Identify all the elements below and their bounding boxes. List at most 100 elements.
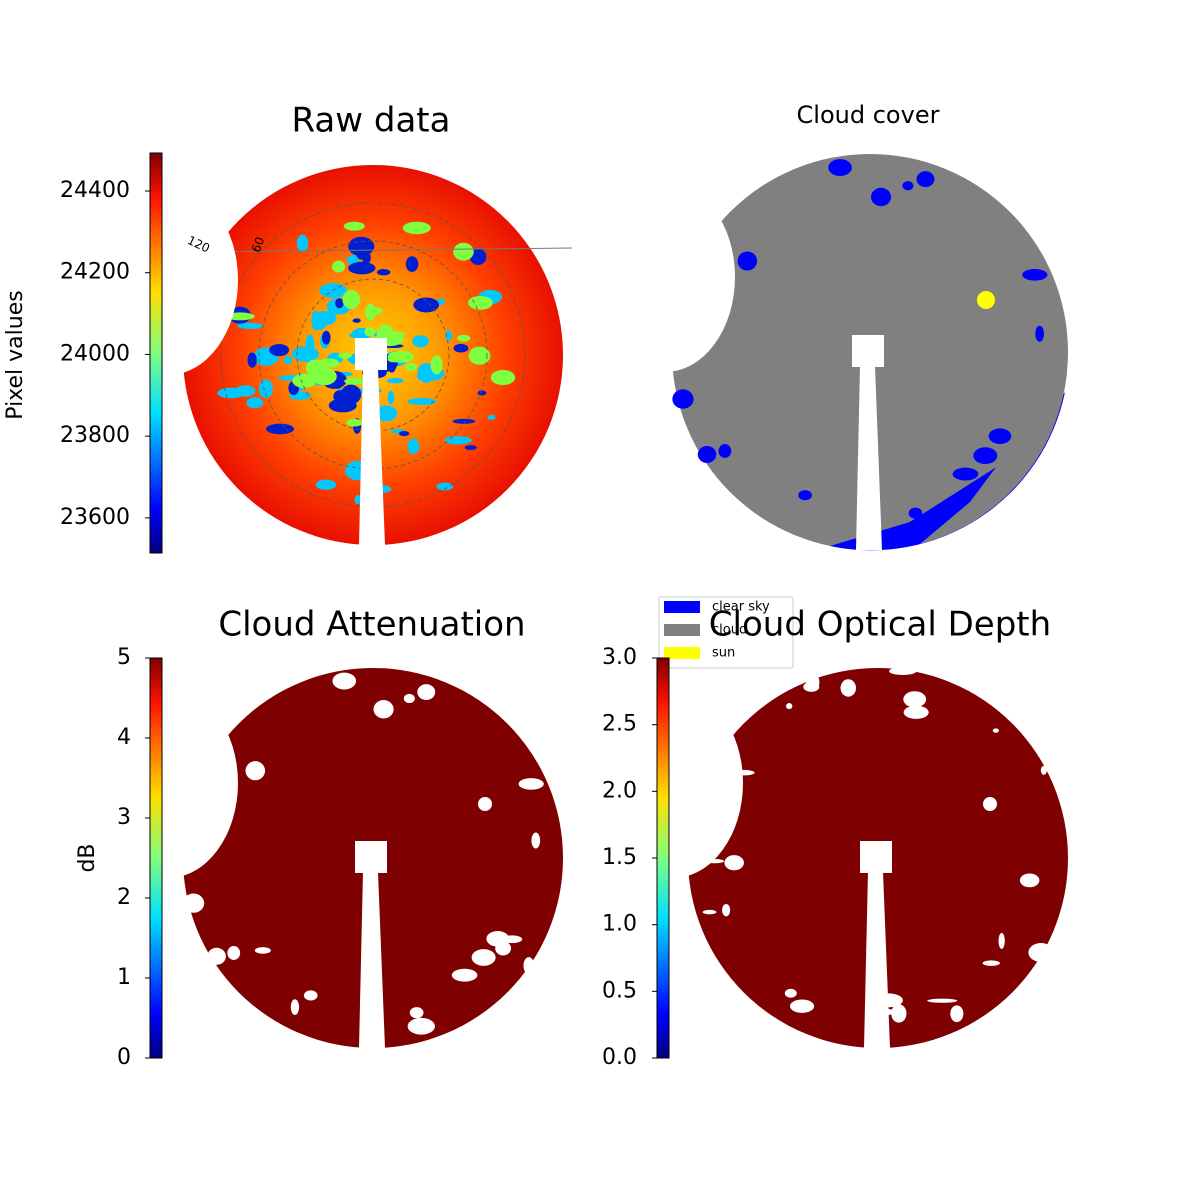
image-texture [950, 1005, 964, 1023]
image-texture [342, 289, 361, 310]
image-texture [430, 355, 443, 375]
image-texture [413, 297, 440, 313]
panel-title: Cloud cover [797, 101, 940, 129]
image-texture [457, 334, 471, 342]
image-texture [207, 947, 226, 965]
image-texture [903, 691, 927, 708]
image-texture [344, 377, 366, 385]
image-texture [407, 397, 437, 405]
image-texture [495, 941, 512, 956]
panel-title: Cloud Attenuation [218, 605, 525, 645]
image-texture [464, 445, 477, 451]
image-texture [702, 909, 717, 915]
image-texture [490, 369, 516, 386]
image-mask [98, 688, 238, 878]
image-texture [445, 330, 453, 341]
image-texture [348, 261, 376, 275]
image-texture [374, 405, 398, 422]
image-texture [373, 700, 394, 719]
colorbar-tick-label: 1.0 [602, 912, 637, 937]
image-texture [916, 171, 935, 188]
image-texture [321, 330, 331, 345]
image-texture [387, 390, 395, 405]
image-texture [312, 367, 337, 386]
image-texture [403, 693, 415, 704]
colorbar-tick-label: 2 [117, 885, 131, 910]
image-texture [908, 507, 923, 519]
image-texture [386, 377, 404, 384]
image-texture [402, 221, 431, 235]
image-texture [436, 298, 446, 305]
colorbar-tick-label: 0.0 [602, 1045, 637, 1070]
image-texture [346, 419, 363, 427]
image-texture [354, 494, 361, 505]
image-texture [338, 352, 352, 359]
image-texture [523, 957, 535, 975]
image-mask [355, 338, 387, 370]
colorbar-tick-label: 0 [117, 1045, 131, 1070]
image-mask [98, 185, 238, 375]
colorbar-tick-label: 23800 [60, 423, 130, 448]
image-texture [906, 518, 934, 536]
image-texture [335, 298, 344, 309]
image-texture [724, 855, 744, 871]
image-texture [291, 346, 320, 362]
image-texture [328, 398, 357, 413]
legend-label: sun [712, 646, 735, 661]
colorbar-tick-label: 3 [117, 805, 131, 830]
colorbar [149, 152, 163, 554]
colorbar-tick-label: 24000 [60, 341, 130, 366]
image-texture [722, 903, 731, 917]
image-texture [399, 430, 410, 437]
colorbar-tick-label: 23600 [60, 505, 130, 530]
image-texture [405, 256, 419, 272]
image-texture [303, 990, 318, 1001]
image-texture [364, 327, 376, 337]
image-texture [798, 490, 812, 501]
image-texture [870, 187, 892, 207]
image-mask [595, 182, 735, 372]
colorbar-tick-label: 1.5 [602, 845, 637, 870]
polar-label: 60 [249, 235, 267, 254]
panel: Cloud Optical Depth 0.0 0.5 1.0 1.5 2.0 2.5 3.0 [602, 605, 1068, 1070]
image-texture [370, 307, 383, 315]
image-texture [1035, 325, 1045, 342]
image-texture [697, 445, 717, 463]
image-texture [952, 467, 979, 481]
legend-label: cloud [712, 623, 747, 638]
image-texture [346, 255, 360, 265]
image-texture [331, 260, 346, 273]
image-mask [359, 369, 385, 545]
image-texture [502, 935, 523, 944]
image-texture [436, 482, 454, 491]
image-texture [217, 387, 245, 399]
colorbar-tick-label: 24200 [60, 260, 130, 285]
image-texture [352, 318, 361, 323]
image-texture [451, 968, 478, 982]
image-texture [471, 949, 496, 966]
image-texture [376, 269, 391, 276]
colorbar-tick-label: 4 [117, 725, 131, 750]
image-mask [860, 841, 892, 873]
image-texture [348, 236, 375, 257]
image-texture [672, 389, 694, 409]
image-texture [407, 1017, 435, 1035]
legend-label: clear sky [712, 600, 770, 615]
image-texture [531, 832, 541, 849]
image-texture [254, 947, 271, 954]
colorbar-tick-label: 24400 [60, 178, 130, 203]
image-texture [269, 343, 290, 357]
sun-mask [983, 797, 997, 811]
image-mask [359, 872, 385, 1048]
image-texture [992, 728, 999, 733]
colorbar-tick-label: 2.5 [602, 712, 637, 737]
legend-swatch [664, 624, 700, 636]
image-texture [467, 295, 493, 310]
image-mask [852, 335, 884, 367]
colorbar-tick-label: 1 [117, 965, 131, 990]
image-texture [806, 673, 820, 692]
image-texture [337, 674, 353, 683]
image-texture [444, 436, 472, 445]
image-texture [889, 667, 917, 675]
